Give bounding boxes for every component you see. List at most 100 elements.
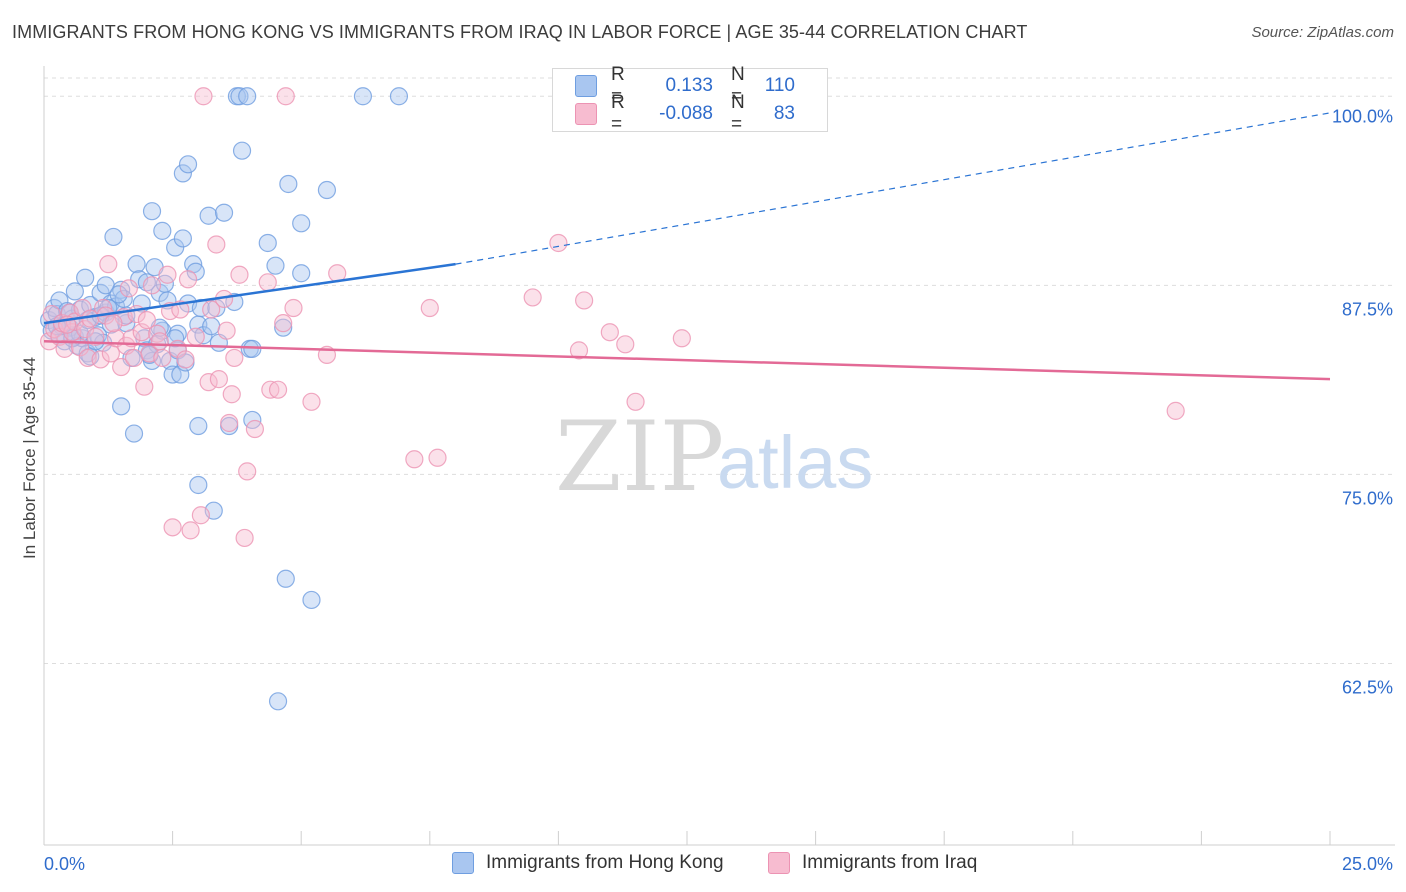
points-layer [40,87,1185,711]
point-iraq [549,233,568,253]
watermark: ZIP atlas [555,401,873,513]
point-iraq [1166,401,1185,420]
point-iraq [137,311,156,330]
point-iraq [181,521,200,540]
point-iraq [268,380,288,399]
point-iraq [230,265,249,284]
point-iraq [274,314,293,333]
legend-n-label: N = [731,92,745,135]
point-iraq [191,506,210,525]
series-swatch-iraq [768,852,790,874]
point-hong-kong [186,262,205,281]
y-tick-label: 62.5% [1342,677,1393,697]
point-iraq [575,291,594,310]
point-iraq [202,300,221,319]
point-iraq [99,255,118,274]
tick-labels: 62.5% 75.0% 87.5% 100.0% 0.0% 25.0% [44,106,1393,874]
point-iraq [220,413,239,433]
point-iraq [672,329,691,348]
point-hong-kong [258,233,277,253]
point-iraq [112,357,131,377]
point-iraq [186,327,205,346]
point-iraq [428,448,447,467]
series-legend: Immigrants from Hong Kong Immigrants fro… [0,852,1406,878]
legend-n-value: 110 [764,75,795,96]
point-hong-kong [317,180,337,200]
point-hong-kong [302,590,321,610]
point-hong-kong [112,397,131,416]
point-hong-kong [238,87,257,106]
point-iraq [258,273,277,292]
point-iraq [178,270,198,289]
stats-legend: R = 0.133 N = 110 R = -0.088 N = 83 [552,64,828,135]
point-iraq [569,341,589,360]
point-hong-kong [214,203,234,222]
series-swatch-hong-kong [452,852,474,874]
watermark-atlas: atlas [717,421,873,504]
watermark-zip: ZIP [555,401,724,513]
point-iraq [405,450,424,469]
point-hong-kong [124,424,144,443]
point-hong-kong [268,692,288,711]
legend-r-label: R = [611,92,625,135]
point-hong-kong [199,206,218,225]
point-iraq [158,265,177,284]
series-label-iraq: Immigrants from Iraq [802,852,978,873]
point-iraq [626,392,645,411]
point-iraq [150,332,169,351]
point-iraq [76,320,95,339]
point-hong-kong [189,475,208,495]
point-iraq [207,235,226,254]
point-iraq [104,314,123,333]
point-hong-kong [202,317,221,336]
series-legend-iraq: Immigrants from Iraq [768,852,977,874]
grid-layer [44,77,1395,664]
point-hong-kong [142,202,162,221]
point-iraq [142,276,162,295]
point-iraq [616,335,635,354]
point-hong-kong [150,283,169,302]
point-hong-kong [292,214,311,233]
point-hong-kong [173,229,192,248]
legend-row-hong-kong: R = 0.133 N = 110 [575,64,795,107]
point-iraq [245,419,265,439]
x-tick-label: 25.0% [1342,854,1393,874]
point-hong-kong [65,282,84,301]
legend-r-value: 0.133 [665,75,713,96]
point-iraq [523,288,542,307]
y-axis-label: In Labor Force | Age 35-44 [20,357,39,559]
point-iraq [209,370,228,389]
point-hong-kong [166,238,185,257]
point-hong-kong [353,87,373,106]
point-iraq [163,518,182,537]
point-iraq [284,298,303,318]
point-hong-kong [163,365,182,384]
point-hong-kong [194,326,213,345]
y-tick-label: 100.0% [1332,106,1393,126]
point-iraq [91,350,110,369]
point-hong-kong [232,141,252,160]
legend-swatch-hong-kong [575,75,597,97]
point-hong-kong [279,174,298,194]
point-hong-kong [189,416,208,436]
point-iraq [302,392,321,411]
trend-line-hong-kong-extension [455,112,1331,265]
series-legend-hong-kong: Immigrants from Hong Kong [452,852,724,874]
point-iraq [222,385,241,404]
point-hong-kong [104,227,123,247]
trend-layer [43,112,1331,381]
legend-r-value: -0.088 [659,103,713,124]
point-hong-kong [178,155,198,174]
point-hong-kong [86,332,105,351]
point-iraq [235,528,254,548]
point-hong-kong [76,268,95,287]
point-hong-kong [292,264,311,283]
point-iraq [276,87,295,106]
point-hong-kong [166,329,185,348]
point-hong-kong [153,221,172,240]
legend-n-label: N = [731,64,745,107]
point-iraq [124,348,144,368]
point-iraq [135,377,154,396]
point-iraq [132,323,151,342]
point-hong-kong [230,87,249,106]
